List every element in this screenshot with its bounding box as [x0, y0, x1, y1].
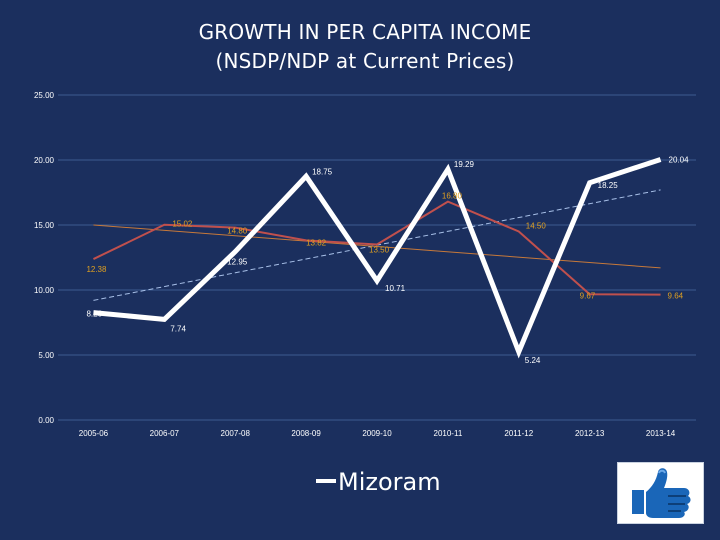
legend-label-mizoram: Mizoram: [338, 468, 441, 496]
x-tick-label-2011-12: 2011-12: [504, 429, 533, 438]
data-label-mizoram-2010-11: 19.29: [454, 160, 475, 169]
data-label-second-2010-11: 16.80: [442, 192, 463, 201]
chart-title: GROWTH IN PER CAPITA INCOME (NSDP/NDP at…: [0, 18, 720, 76]
data-label-mizoram-2006-07: 7.74: [170, 324, 186, 333]
data-label-mizoram-2009-10: 10.71: [385, 284, 406, 293]
data-label-mizoram-2013-14: 20.04: [669, 155, 690, 164]
data-label-second-2013-14: 9.64: [668, 292, 684, 301]
data-label-second-2005-06: 12.38: [86, 265, 107, 274]
data-label-second-2011-12: 14.50: [526, 222, 547, 231]
thumbs-up-icon: [617, 462, 704, 524]
data-label-second-2006-07: 15.02: [172, 220, 193, 229]
legend-swatch-mizoram: [316, 479, 336, 483]
trendline-second-series: [93, 224, 661, 269]
data-label-mizoram-2011-12: 5.24: [525, 356, 541, 365]
data-label-mizoram-2012-13: 18.25: [598, 181, 619, 190]
x-tick-label-2009-10: 2009-10: [362, 429, 392, 438]
y-tick-label-5.00: 5.00: [38, 351, 54, 360]
y-tick-label-10.00: 10.00: [34, 286, 55, 295]
data-label-mizoram-2005-06: 8.26: [86, 310, 102, 319]
chart-title-line-2: (NSDP/NDP at Current Prices): [215, 49, 515, 73]
data-label-second-2012-13: 9.67: [580, 291, 596, 300]
x-tick-label-2006-07: 2006-07: [150, 429, 180, 438]
legend: Mizoram: [316, 468, 441, 496]
data-label-second-2008-09: 13.82: [306, 238, 327, 247]
series-line-mizoram: [93, 157, 662, 359]
x-tick-label-2012-13: 2012-13: [575, 429, 605, 438]
y-tick-label-0.00: 0.00: [38, 416, 54, 425]
x-tick-label-2013-14: 2013-14: [646, 429, 676, 438]
x-tick-label-2005-06: 2005-06: [79, 429, 109, 438]
data-label-second-2007-08: 14.80: [227, 227, 248, 236]
data-label-mizoram-2007-08: 12.95: [227, 258, 248, 267]
x-tick-label-2008-09: 2008-09: [291, 429, 321, 438]
data-label-mizoram-2008-09: 18.75: [312, 167, 333, 176]
chart-title-line-1: GROWTH IN PER CAPITA INCOME: [198, 20, 532, 44]
y-tick-label-20.00: 20.00: [34, 156, 55, 165]
x-tick-label-2007-08: 2007-08: [221, 429, 251, 438]
series-line-second: [93, 200, 661, 296]
y-tick-label-25.00: 25.00: [34, 91, 55, 100]
data-label-second-2009-10: 13.50: [369, 246, 390, 255]
x-tick-label-2010-11: 2010-11: [434, 429, 463, 438]
y-tick-label-15.00: 15.00: [34, 221, 55, 230]
